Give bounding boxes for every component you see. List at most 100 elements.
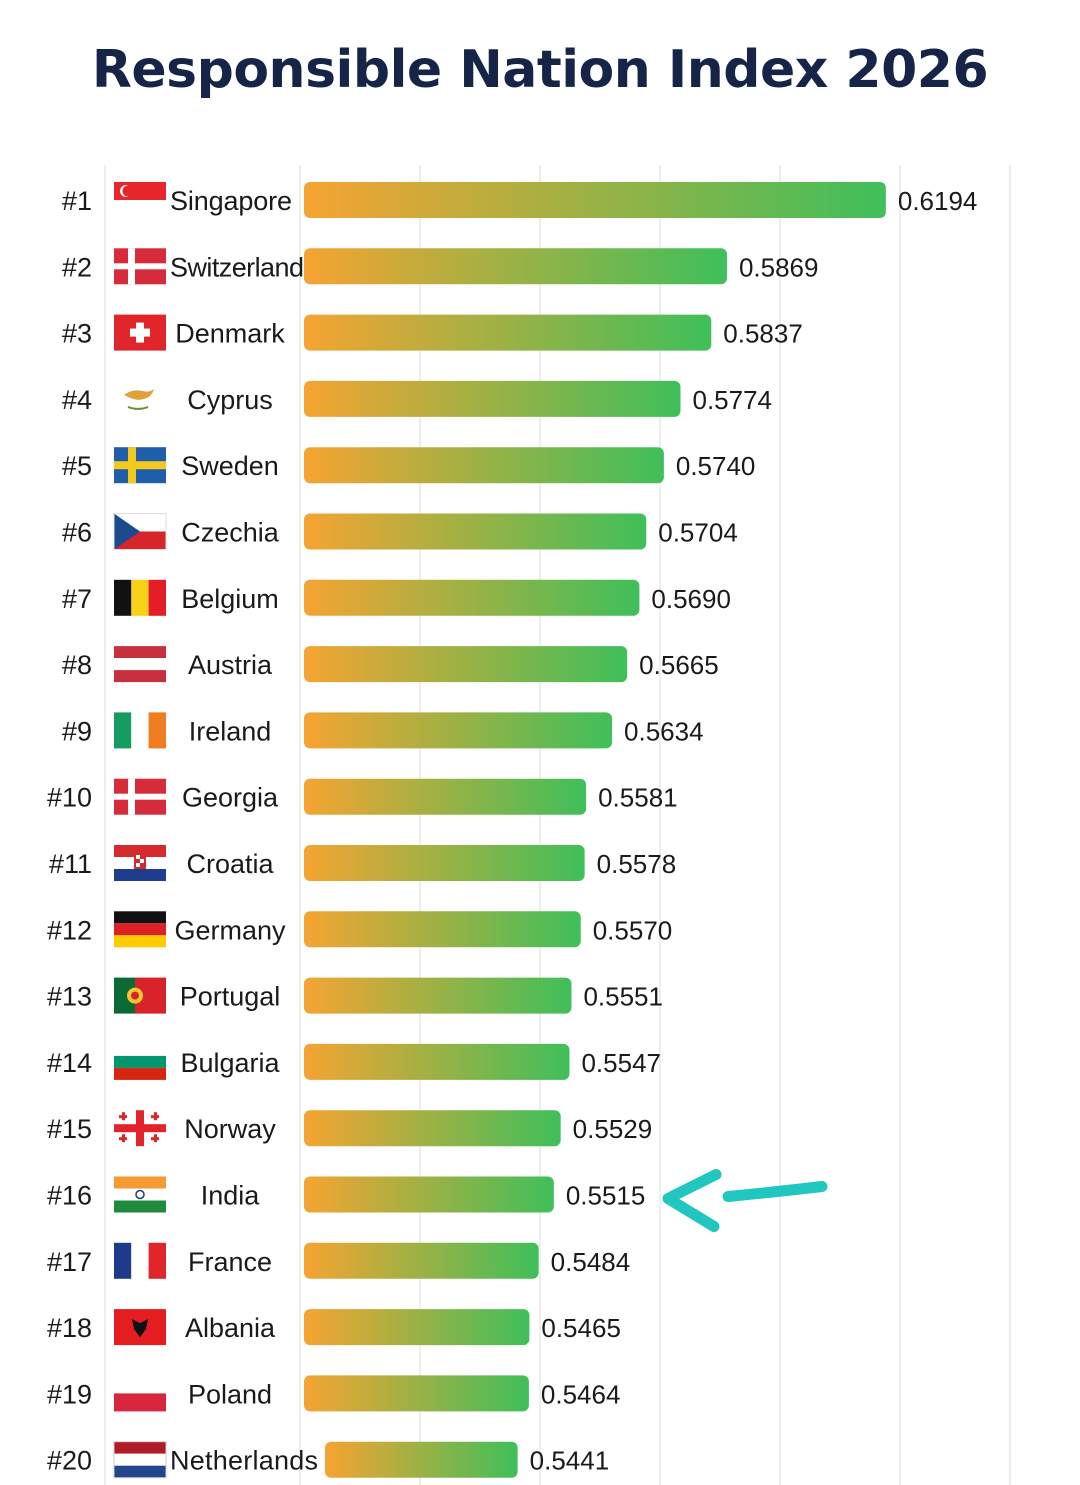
bar-poland — [304, 1375, 529, 1412]
poland-flag-icon — [114, 1375, 166, 1412]
country-label: India — [201, 1181, 261, 1211]
country-label: Ireland — [189, 716, 272, 746]
value-label: 0.5484 — [551, 1247, 631, 1277]
value-label: 0.5515 — [566, 1181, 646, 1211]
country-label: Netherlands — [170, 1446, 318, 1476]
country-label: Poland — [188, 1379, 272, 1409]
switzerland-flag-icon — [114, 314, 166, 351]
highlight-arrow-icon — [662, 1169, 828, 1232]
value-label: 0.5547 — [581, 1048, 661, 1078]
ireland-flag-icon — [114, 712, 166, 749]
bar-france — [304, 1242, 539, 1279]
rank-label: #7 — [62, 584, 92, 614]
value-label: 0.5837 — [723, 319, 803, 349]
bulgaria-flag-icon — [114, 1043, 166, 1080]
bar-netherlands — [325, 1441, 518, 1478]
country-label: Norway — [184, 1114, 276, 1144]
bar-bulgaria — [304, 1043, 570, 1080]
bar-norway — [304, 1110, 561, 1147]
rank-label: #17 — [47, 1247, 92, 1277]
austria-flag-icon — [114, 646, 166, 683]
country-label: Singapore — [170, 186, 292, 216]
value-label: 0.5578 — [597, 849, 677, 879]
rank-label: #8 — [62, 650, 92, 680]
rank-label: #9 — [62, 716, 92, 746]
value-label: 0.5634 — [624, 716, 704, 746]
cyprus-flag-icon — [124, 388, 154, 410]
bar-austria — [304, 646, 628, 683]
albania-flag-icon — [114, 1309, 166, 1346]
rank-label: #4 — [62, 385, 92, 415]
bar-singapore — [304, 182, 886, 218]
czechia-flag-icon — [113, 513, 167, 550]
india-flag-icon — [114, 1176, 166, 1213]
bar-portugal — [304, 977, 572, 1014]
country-label: Czechia — [181, 518, 280, 548]
croatia-flag-icon — [114, 845, 166, 881]
rank-label: #5 — [62, 451, 92, 481]
country-label: Sweden — [181, 451, 279, 481]
value-label: 0.5441 — [530, 1446, 610, 1476]
value-label: 0.5465 — [541, 1313, 621, 1343]
netherlands-flag-icon — [113, 1441, 167, 1479]
bars — [304, 182, 886, 1478]
value-label: 0.5570 — [593, 915, 673, 945]
rank-label: #6 — [62, 518, 92, 548]
row-labels: #1 Singapore 0.6194 #2 Switzerland 0.5869 #3 De… — [47, 182, 978, 1479]
value-label: 0.5704 — [658, 518, 738, 548]
rank-label: #3 — [62, 319, 92, 349]
country-label: Cyprus — [187, 385, 273, 415]
country-label: Portugal — [180, 982, 281, 1012]
rank-label: #13 — [47, 982, 92, 1012]
denmark-flag-icon — [114, 248, 166, 285]
value-label: 0.5464 — [541, 1379, 621, 1409]
country-label: Bulgaria — [180, 1048, 280, 1078]
value-label: 0.5529 — [573, 1114, 653, 1144]
bar-denmark — [304, 314, 712, 351]
germany-flag-icon — [114, 911, 166, 948]
sweden-flag-icon — [114, 447, 166, 484]
value-label: 0.6194 — [898, 186, 978, 216]
bar-india — [304, 1176, 554, 1213]
bar-switzerland — [304, 248, 727, 285]
belgium-flag-icon — [114, 579, 166, 616]
rank-label: #18 — [47, 1313, 92, 1343]
bar-sweden — [304, 447, 664, 484]
value-label: 0.5665 — [639, 650, 719, 680]
value-label: 0.5581 — [598, 783, 678, 813]
value-label: 0.5740 — [676, 451, 756, 481]
rank-label: #10 — [47, 783, 92, 813]
france-flag-icon — [114, 1242, 166, 1279]
georgia-flag-icon — [114, 1110, 166, 1147]
bar-croatia — [304, 845, 585, 881]
country-label: Austria — [188, 650, 273, 680]
bar-belgium — [304, 579, 640, 616]
rank-label: #2 — [62, 252, 92, 282]
rank-label: #12 — [47, 915, 92, 945]
bar-cyprus — [304, 380, 681, 417]
value-label: 0.5774 — [692, 385, 772, 415]
denmark-flag-icon — [114, 778, 166, 815]
country-label: Germany — [174, 915, 286, 945]
bar-georgia — [304, 778, 587, 815]
value-label: 0.5551 — [583, 982, 663, 1012]
rank-label: #16 — [47, 1181, 92, 1211]
rank-label: #15 — [47, 1114, 92, 1144]
singapore-flag-icon — [114, 182, 166, 218]
country-label: Belgium — [181, 584, 279, 614]
country-label: France — [188, 1247, 272, 1277]
rank-label: #11 — [49, 849, 92, 879]
rank-label: #20 — [47, 1446, 92, 1476]
country-label: Croatia — [186, 849, 274, 879]
value-label: 0.5869 — [739, 252, 819, 282]
bar-ireland — [304, 712, 613, 749]
country-label: Denmark — [175, 319, 285, 349]
rank-label: #1 — [62, 186, 92, 216]
rank-label: #14 — [47, 1048, 92, 1078]
chart-title: Responsible Nation Index 2026 — [91, 40, 989, 100]
bar-albania — [304, 1309, 530, 1346]
country-label: Albania — [185, 1313, 276, 1343]
portugal-flag-icon — [114, 977, 166, 1014]
bar-germany — [304, 911, 581, 948]
